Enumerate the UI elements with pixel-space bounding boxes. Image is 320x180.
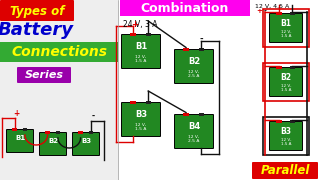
Bar: [45, 130, 50, 134]
Bar: [146, 101, 151, 103]
Text: 12 V,
1.5 A: 12 V, 1.5 A: [135, 123, 147, 131]
Text: 12 V,
2.5 A: 12 V, 2.5 A: [188, 70, 200, 78]
Text: Series: Series: [25, 70, 63, 80]
FancyBboxPatch shape: [174, 114, 213, 148]
Bar: [23, 128, 27, 130]
Text: +: +: [131, 20, 138, 29]
Bar: [183, 112, 189, 116]
Text: B2: B2: [48, 138, 58, 144]
Bar: [89, 131, 93, 134]
FancyBboxPatch shape: [269, 122, 302, 150]
Text: B1: B1: [15, 135, 25, 141]
FancyBboxPatch shape: [0, 42, 118, 62]
FancyBboxPatch shape: [122, 102, 161, 136]
Text: B3: B3: [81, 138, 91, 144]
FancyBboxPatch shape: [0, 0, 74, 21]
Text: 12 V,
1.5 A: 12 V, 1.5 A: [135, 55, 147, 63]
Text: Parallel: Parallel: [260, 163, 310, 177]
Bar: [263, 9, 309, 47]
Text: 12 V,
2.5 A: 12 V, 2.5 A: [188, 135, 200, 143]
Bar: [198, 48, 204, 51]
Bar: [198, 113, 204, 116]
Text: 12 V,
1.5 A: 12 V, 1.5 A: [281, 138, 291, 146]
Text: B2: B2: [188, 57, 200, 66]
Bar: [12, 127, 17, 130]
Bar: [276, 120, 282, 123]
Bar: [263, 117, 309, 155]
Text: 24 V, 3 A: 24 V, 3 A: [123, 19, 157, 28]
Bar: [290, 66, 295, 69]
Text: -: -: [264, 8, 267, 14]
FancyBboxPatch shape: [39, 132, 67, 156]
FancyBboxPatch shape: [252, 162, 318, 179]
Text: Connections: Connections: [11, 45, 107, 59]
Bar: [276, 66, 282, 69]
Bar: [0, 0, 118, 180]
Text: B3: B3: [135, 110, 147, 119]
Text: Battery: Battery: [0, 21, 74, 39]
Bar: [56, 131, 60, 134]
FancyBboxPatch shape: [269, 14, 302, 42]
FancyBboxPatch shape: [73, 132, 100, 156]
Text: B2: B2: [281, 73, 292, 82]
Bar: [290, 120, 295, 123]
Bar: [276, 12, 282, 15]
Text: 12 V,
1.5 A: 12 V, 1.5 A: [281, 30, 291, 38]
FancyBboxPatch shape: [269, 68, 302, 96]
FancyBboxPatch shape: [6, 129, 34, 152]
Bar: [130, 33, 136, 35]
Bar: [290, 12, 295, 15]
Text: +: +: [13, 109, 20, 118]
Text: B3: B3: [281, 127, 292, 136]
Text: B4: B4: [188, 122, 200, 131]
FancyBboxPatch shape: [174, 50, 213, 84]
Bar: [183, 48, 189, 51]
Text: 12 V,
1.5 A: 12 V, 1.5 A: [281, 84, 291, 92]
Text: 12 V, 4.5 A: 12 V, 4.5 A: [255, 4, 289, 9]
FancyBboxPatch shape: [122, 35, 161, 69]
Text: B1: B1: [135, 42, 147, 51]
Text: B1: B1: [281, 19, 292, 28]
Text: -: -: [200, 35, 203, 44]
Text: +: +: [256, 8, 262, 14]
Bar: [146, 33, 151, 35]
FancyBboxPatch shape: [17, 67, 71, 83]
Text: Combination: Combination: [141, 1, 229, 15]
FancyBboxPatch shape: [120, 0, 250, 16]
Bar: [78, 130, 83, 134]
Text: Types of: Types of: [10, 4, 64, 17]
Bar: [130, 100, 136, 104]
Bar: [263, 63, 309, 101]
Text: -: -: [92, 112, 95, 121]
